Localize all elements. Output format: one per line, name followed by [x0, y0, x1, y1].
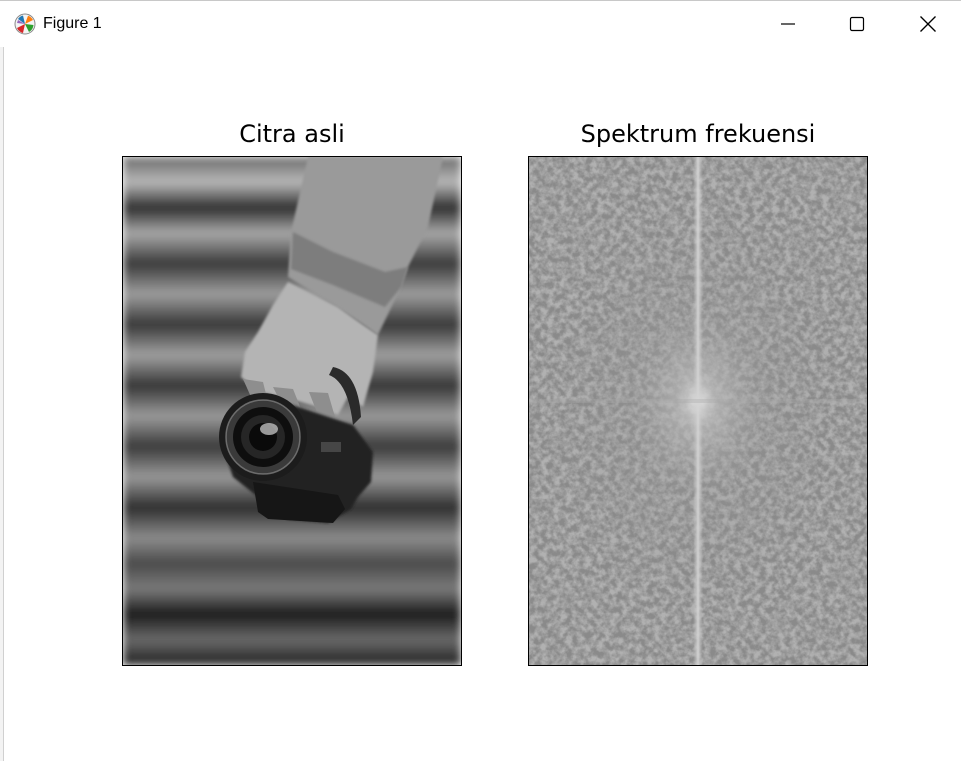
- original-image-axes: [122, 156, 462, 666]
- title-bar[interactable]: Figure 1: [0, 1, 961, 47]
- maximize-button[interactable]: [824, 1, 890, 47]
- minimize-icon: [781, 23, 795, 25]
- window-title: Figure 1: [43, 15, 102, 32]
- subplot-title-original: Citra asli: [239, 120, 345, 148]
- spectrum-image: [529, 157, 867, 665]
- maximize-icon: [849, 16, 865, 32]
- spectrum-axes: [528, 156, 868, 666]
- minimize-button[interactable]: [755, 1, 821, 47]
- matplotlib-icon: [14, 13, 36, 35]
- window-left-edge: [0, 47, 4, 761]
- subplot-title-spectrum: Spektrum frekuensi: [580, 120, 816, 148]
- close-icon: [920, 16, 936, 32]
- close-button[interactable]: [895, 1, 961, 47]
- original-image: [123, 157, 461, 665]
